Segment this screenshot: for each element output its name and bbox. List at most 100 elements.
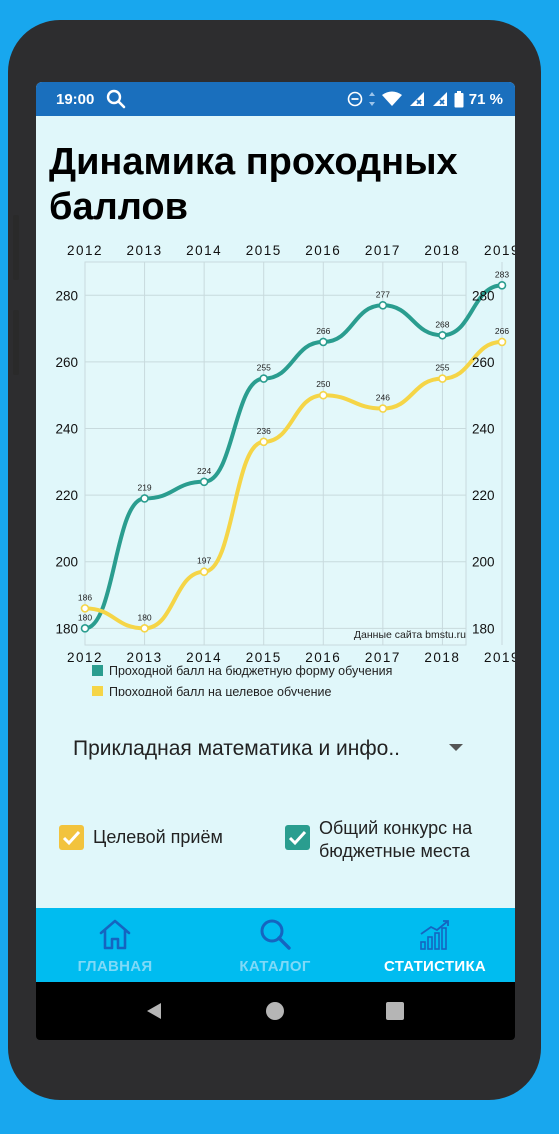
data-point-1 — [259, 437, 269, 447]
home-circle-icon[interactable] — [265, 1001, 285, 1021]
data-arrows-icon — [368, 92, 375, 106]
statistics-icon — [420, 920, 449, 950]
data-label-1: 246 — [376, 393, 390, 403]
data-point-0 — [438, 330, 447, 340]
legend-label-target: Проходной балл на целевое обучение — [109, 685, 331, 696]
cell-signal-icon — [409, 92, 424, 106]
x-tick-label-top: 2018 — [424, 243, 460, 258]
program-dropdown[interactable]: Прикладная математика и инфо.. — [73, 734, 473, 764]
general-competition-checkbox[interactable]: Общий конкурс на бюджетные места — [285, 818, 472, 863]
data-point-0 — [80, 624, 90, 633]
x-tick-label-bottom: 2018 — [424, 650, 460, 665]
checkbox-checked-icon — [285, 825, 310, 850]
do-not-disturb-icon — [347, 91, 363, 107]
home-icon — [99, 919, 131, 950]
page-title: Динамика проходных баллов — [49, 141, 458, 228]
y-tick-label-right: 280 — [472, 288, 495, 303]
search-icon — [107, 89, 126, 109]
nav-label-catalog: КАТАЛОГ — [239, 958, 311, 975]
y-tick-label-left: 220 — [55, 488, 78, 503]
y-tick-label-left: 260 — [55, 355, 78, 370]
series-line-1 — [84, 339, 503, 631]
data-label-0: 255 — [257, 363, 271, 373]
data-point-1 — [140, 624, 149, 633]
x-tick-label-bottom: 2015 — [246, 650, 282, 665]
x-tick-label-bottom: 2016 — [305, 650, 341, 665]
x-tick-label-bottom: 2013 — [127, 650, 163, 665]
back-icon[interactable] — [144, 1001, 164, 1021]
data-point-0 — [140, 494, 149, 503]
nav-item-statistics[interactable]: СТАТИСТИКА — [365, 908, 505, 982]
data-point-0 — [318, 337, 328, 347]
x-tick-label-top: 2016 — [305, 243, 341, 258]
legend-label-budget: Проходной балл на бюджетную форму обучен… — [109, 664, 392, 678]
data-label-1: 180 — [137, 612, 151, 622]
data-point-1 — [497, 337, 507, 347]
chart-points — [80, 281, 507, 633]
source-note: Данные сайта bmstu.ru — [354, 629, 466, 641]
y-tick-label-right: 220 — [472, 488, 495, 503]
legend-swatch-budget — [92, 665, 103, 676]
status-bar: 19:00 — [36, 82, 515, 116]
x-tick-label-bottom: 2012 — [67, 650, 103, 665]
x-tick-label-bottom: 2019 — [484, 650, 515, 665]
y-tick-label-left: 200 — [55, 555, 78, 570]
legend: Проходной балл на бюджетную форму обучен… — [92, 664, 392, 696]
x-tick-label-top: 2014 — [186, 243, 222, 258]
x-tick-label-top: 2015 — [246, 243, 282, 258]
data-label-0: 266 — [316, 326, 330, 336]
dropdown-arrow-icon — [449, 744, 463, 751]
data-label-1: 255 — [435, 363, 449, 373]
data-point-1 — [80, 604, 90, 613]
data-label-0: 224 — [197, 466, 211, 476]
legend-swatch-target — [92, 686, 103, 696]
nav-item-catalog[interactable]: КАТАЛОГ — [205, 908, 345, 982]
x-tick-label-top: 2012 — [67, 243, 103, 258]
data-label-1: 250 — [316, 379, 330, 389]
data-point-0 — [497, 281, 507, 290]
data-label-0: 277 — [376, 289, 390, 299]
nav-label-home: ГЛАВНАЯ — [77, 958, 153, 975]
data-point-0 — [378, 300, 388, 310]
target-admission-checkbox[interactable]: Целевой приём — [59, 825, 223, 850]
data-point-1 — [378, 404, 388, 413]
chart-grid — [84, 262, 503, 645]
y-tick-label-right: 180 — [472, 621, 495, 636]
data-label-0: 180 — [78, 612, 92, 622]
status-icons: 71 % — [347, 90, 503, 108]
chart-labels: 2012 2012 2013 2013 2014 2014 2015 2015 2016 2016… — [55, 243, 515, 665]
x-tick-label-top: 2019 — [484, 243, 515, 258]
side-button-top — [13, 215, 19, 280]
x-tick-label-bottom: 2014 — [186, 650, 222, 665]
side-button-bottom — [13, 310, 19, 375]
general-competition-label: Общий конкурс на бюджетные места — [319, 817, 472, 863]
nav-item-home[interactable]: ГЛАВНАЯ — [45, 908, 185, 982]
system-navigation-bar — [36, 982, 515, 1040]
data-label-1: 236 — [257, 426, 271, 436]
data-point-1 — [438, 374, 447, 383]
nav-label-statistics: СТАТИСТИКА — [383, 958, 487, 975]
target-admission-label: Целевой приём — [93, 827, 223, 847]
x-tick-label-top: 2017 — [365, 243, 401, 258]
general-competition-label-line1: Общий конкурс на — [319, 818, 473, 838]
battery-icon — [454, 90, 464, 107]
status-time: 19:00 — [56, 90, 95, 108]
general-competition-label-line2: бюджетные места — [319, 841, 470, 861]
data-label-0: 268 — [435, 319, 449, 329]
recents-icon[interactable] — [385, 1001, 405, 1021]
bottom-navigation: ГЛАВНАЯ КАТАЛОГ СТАТИСТИКА — [36, 908, 515, 982]
data-label-1: 186 — [78, 592, 92, 602]
y-tick-label-left: 180 — [55, 621, 78, 636]
battery-percent: 71 % — [468, 90, 503, 108]
program-dropdown-value: Прикладная математика и инфо.. — [73, 737, 400, 760]
y-tick-label-left: 240 — [55, 422, 78, 437]
plot-area — [84, 261, 467, 646]
app-screen: 19:00 — [36, 82, 515, 982]
data-label-1: 197 — [197, 556, 211, 566]
data-label-1: 266 — [495, 326, 509, 336]
data-point-1 — [318, 390, 328, 400]
scores-chart: 2012 2012 2013 2013 2014 2014 2015 2015 2016 2016… — [55, 243, 515, 696]
x-tick-label-top: 2013 — [127, 243, 163, 258]
y-tick-label-left: 280 — [55, 288, 78, 303]
search-icon — [260, 919, 291, 950]
